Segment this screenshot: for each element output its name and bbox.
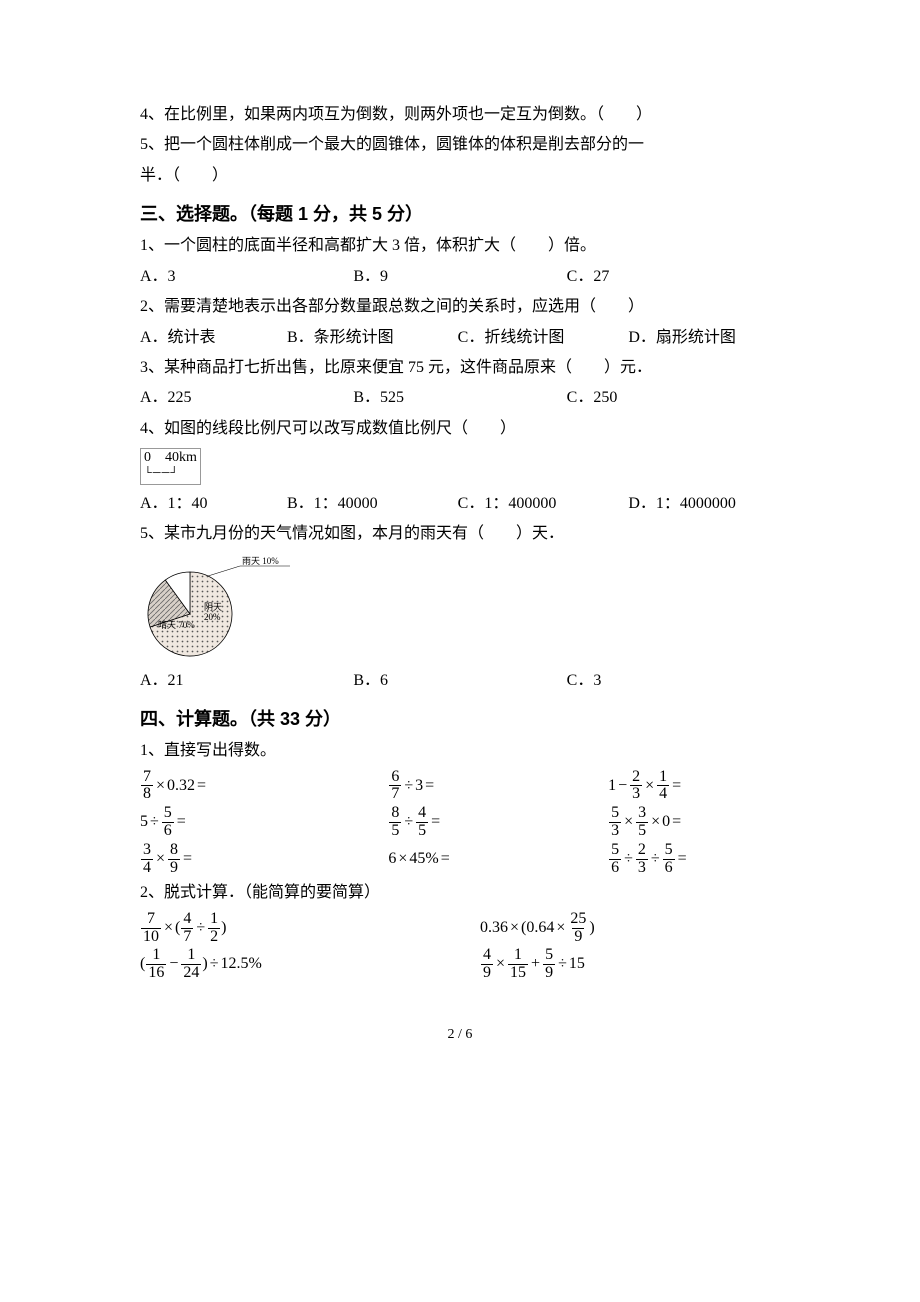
calc2-r2c2: 49×115+59÷15 [480, 947, 780, 982]
ruler-tick: └──┘ [144, 467, 179, 479]
calc-part1: 1、直接写出得数。 [140, 736, 780, 766]
calc-r1c2: 67÷3= [388, 769, 608, 804]
calc-r1c1: 78×0.32= [140, 769, 388, 804]
q3-3: 3、某种商品打七折出售，比原来便宜 75 元，这件商品原来（ ）元． [140, 353, 780, 383]
section-3-title: 三、选择题。（每题 1 分，共 5 分） [140, 197, 780, 231]
page-number: 2 / 6 [140, 1022, 780, 1049]
q3-2-opt-d: D．扇形统计图 [628, 323, 780, 353]
ruler-text: 0 40km [144, 450, 197, 465]
q3-5-opt-c: C．3 [567, 666, 780, 696]
tf-q4: 4、在比例里，如果两内项互为倒数，则两外项也一定互为倒数。（ ） [140, 100, 780, 130]
q3-3-options: A．225 B．525 C．250 [140, 383, 780, 413]
q3-5-opt-a: A．21 [140, 666, 353, 696]
calc-row-2: 5÷56= 85÷45= 53×35×0= [140, 805, 780, 840]
q3-5-options: A．21 B．6 C．3 [140, 666, 780, 696]
q3-3-opt-a: A．225 [140, 383, 353, 413]
q3-1: 1、一个圆柱的底面半径和高都扩大 3 倍，体积扩大（ ）倍。 [140, 231, 780, 261]
svg-text:阴天: 阴天 [204, 602, 222, 612]
svg-text:雨天 10%: 雨天 10% [242, 556, 279, 566]
calc-row-1: 78×0.32= 67÷3= 1−23×14= [140, 769, 780, 804]
q3-1-opt-a: A．3 [140, 262, 353, 292]
calc2-r2c1: (116−124)÷12.5% [140, 947, 480, 982]
calc-r2c1: 5÷56= [140, 805, 388, 840]
calc-part2: 2、脱式计算．（能简算的要简算） [140, 878, 780, 908]
q3-1-opt-c: C．27 [567, 262, 780, 292]
tf-q5-line2: 半．（ ） [140, 161, 780, 191]
calc-r3c3: 56÷23÷56= [608, 842, 780, 877]
q3-5: 5、某市九月份的天气情况如图，本月的雨天有（ ）天． [140, 519, 780, 549]
q3-5-opt-b: B．6 [353, 666, 566, 696]
calc-row-3: 34×89= 6×45%= 56÷23÷56= [140, 842, 780, 877]
q3-3-opt-b: B．525 [353, 383, 566, 413]
q3-4-opt-b: B．1：40000 [287, 489, 458, 519]
q3-2-options: A．统计表 B．条形统计图 C．折线统计图 D．扇形统计图 [140, 323, 780, 353]
calc-r3c2: 6×45%= [388, 842, 608, 877]
calc2-r1c2: 0.36×(0.64×259) [480, 911, 780, 946]
q3-4: 4、如图的线段比例尺可以改写成数值比例尺（ ） [140, 414, 780, 444]
q3-4-opt-a: A．1：40 [140, 489, 287, 519]
calc-r2c2: 85÷45= [388, 805, 608, 840]
weather-pie-chart: 雨天 10% 阴天20% 晴天 70% [140, 554, 780, 664]
calc-r1c3: 1−23×14= [608, 769, 780, 804]
section-4-title: 四、计算题。（共 33 分） [140, 702, 780, 736]
scale-ruler: 0 40km └──┘ [140, 444, 780, 489]
q3-2-opt-b: B．条形统计图 [287, 323, 458, 353]
svg-text:20%: 20% [204, 612, 221, 622]
q3-4-options: A．1：40 B．1：40000 C．1：400000 D．1：4000000 [140, 489, 780, 519]
q3-2-opt-a: A．统计表 [140, 323, 287, 353]
calc2-r1c1: 710×(47÷12) [140, 911, 480, 946]
tf-q5-line1: 5、把一个圆柱体削成一个最大的圆锥体，圆锥体的体积是削去部分的一 [140, 130, 780, 160]
svg-text:晴天 70%: 晴天 70% [158, 619, 195, 630]
q3-1-options: A．3 B．9 C．27 [140, 262, 780, 292]
q3-4-opt-d: D．1：4000000 [628, 489, 780, 519]
q3-4-opt-c: C．1：400000 [458, 489, 629, 519]
q3-2: 2、需要清楚地表示出各部分数量跟总数之间的关系时，应选用（ ） [140, 292, 780, 322]
q3-2-opt-c: C．折线统计图 [458, 323, 629, 353]
q3-1-opt-b: B．9 [353, 262, 566, 292]
calc2-row-1: 710×(47÷12) 0.36×(0.64×259) [140, 911, 780, 946]
calc-r2c3: 53×35×0= [608, 805, 780, 840]
q3-3-opt-c: C．250 [567, 383, 780, 413]
calc2-row-2: (116−124)÷12.5% 49×115+59÷15 [140, 947, 780, 982]
calc-r3c1: 34×89= [140, 842, 388, 877]
